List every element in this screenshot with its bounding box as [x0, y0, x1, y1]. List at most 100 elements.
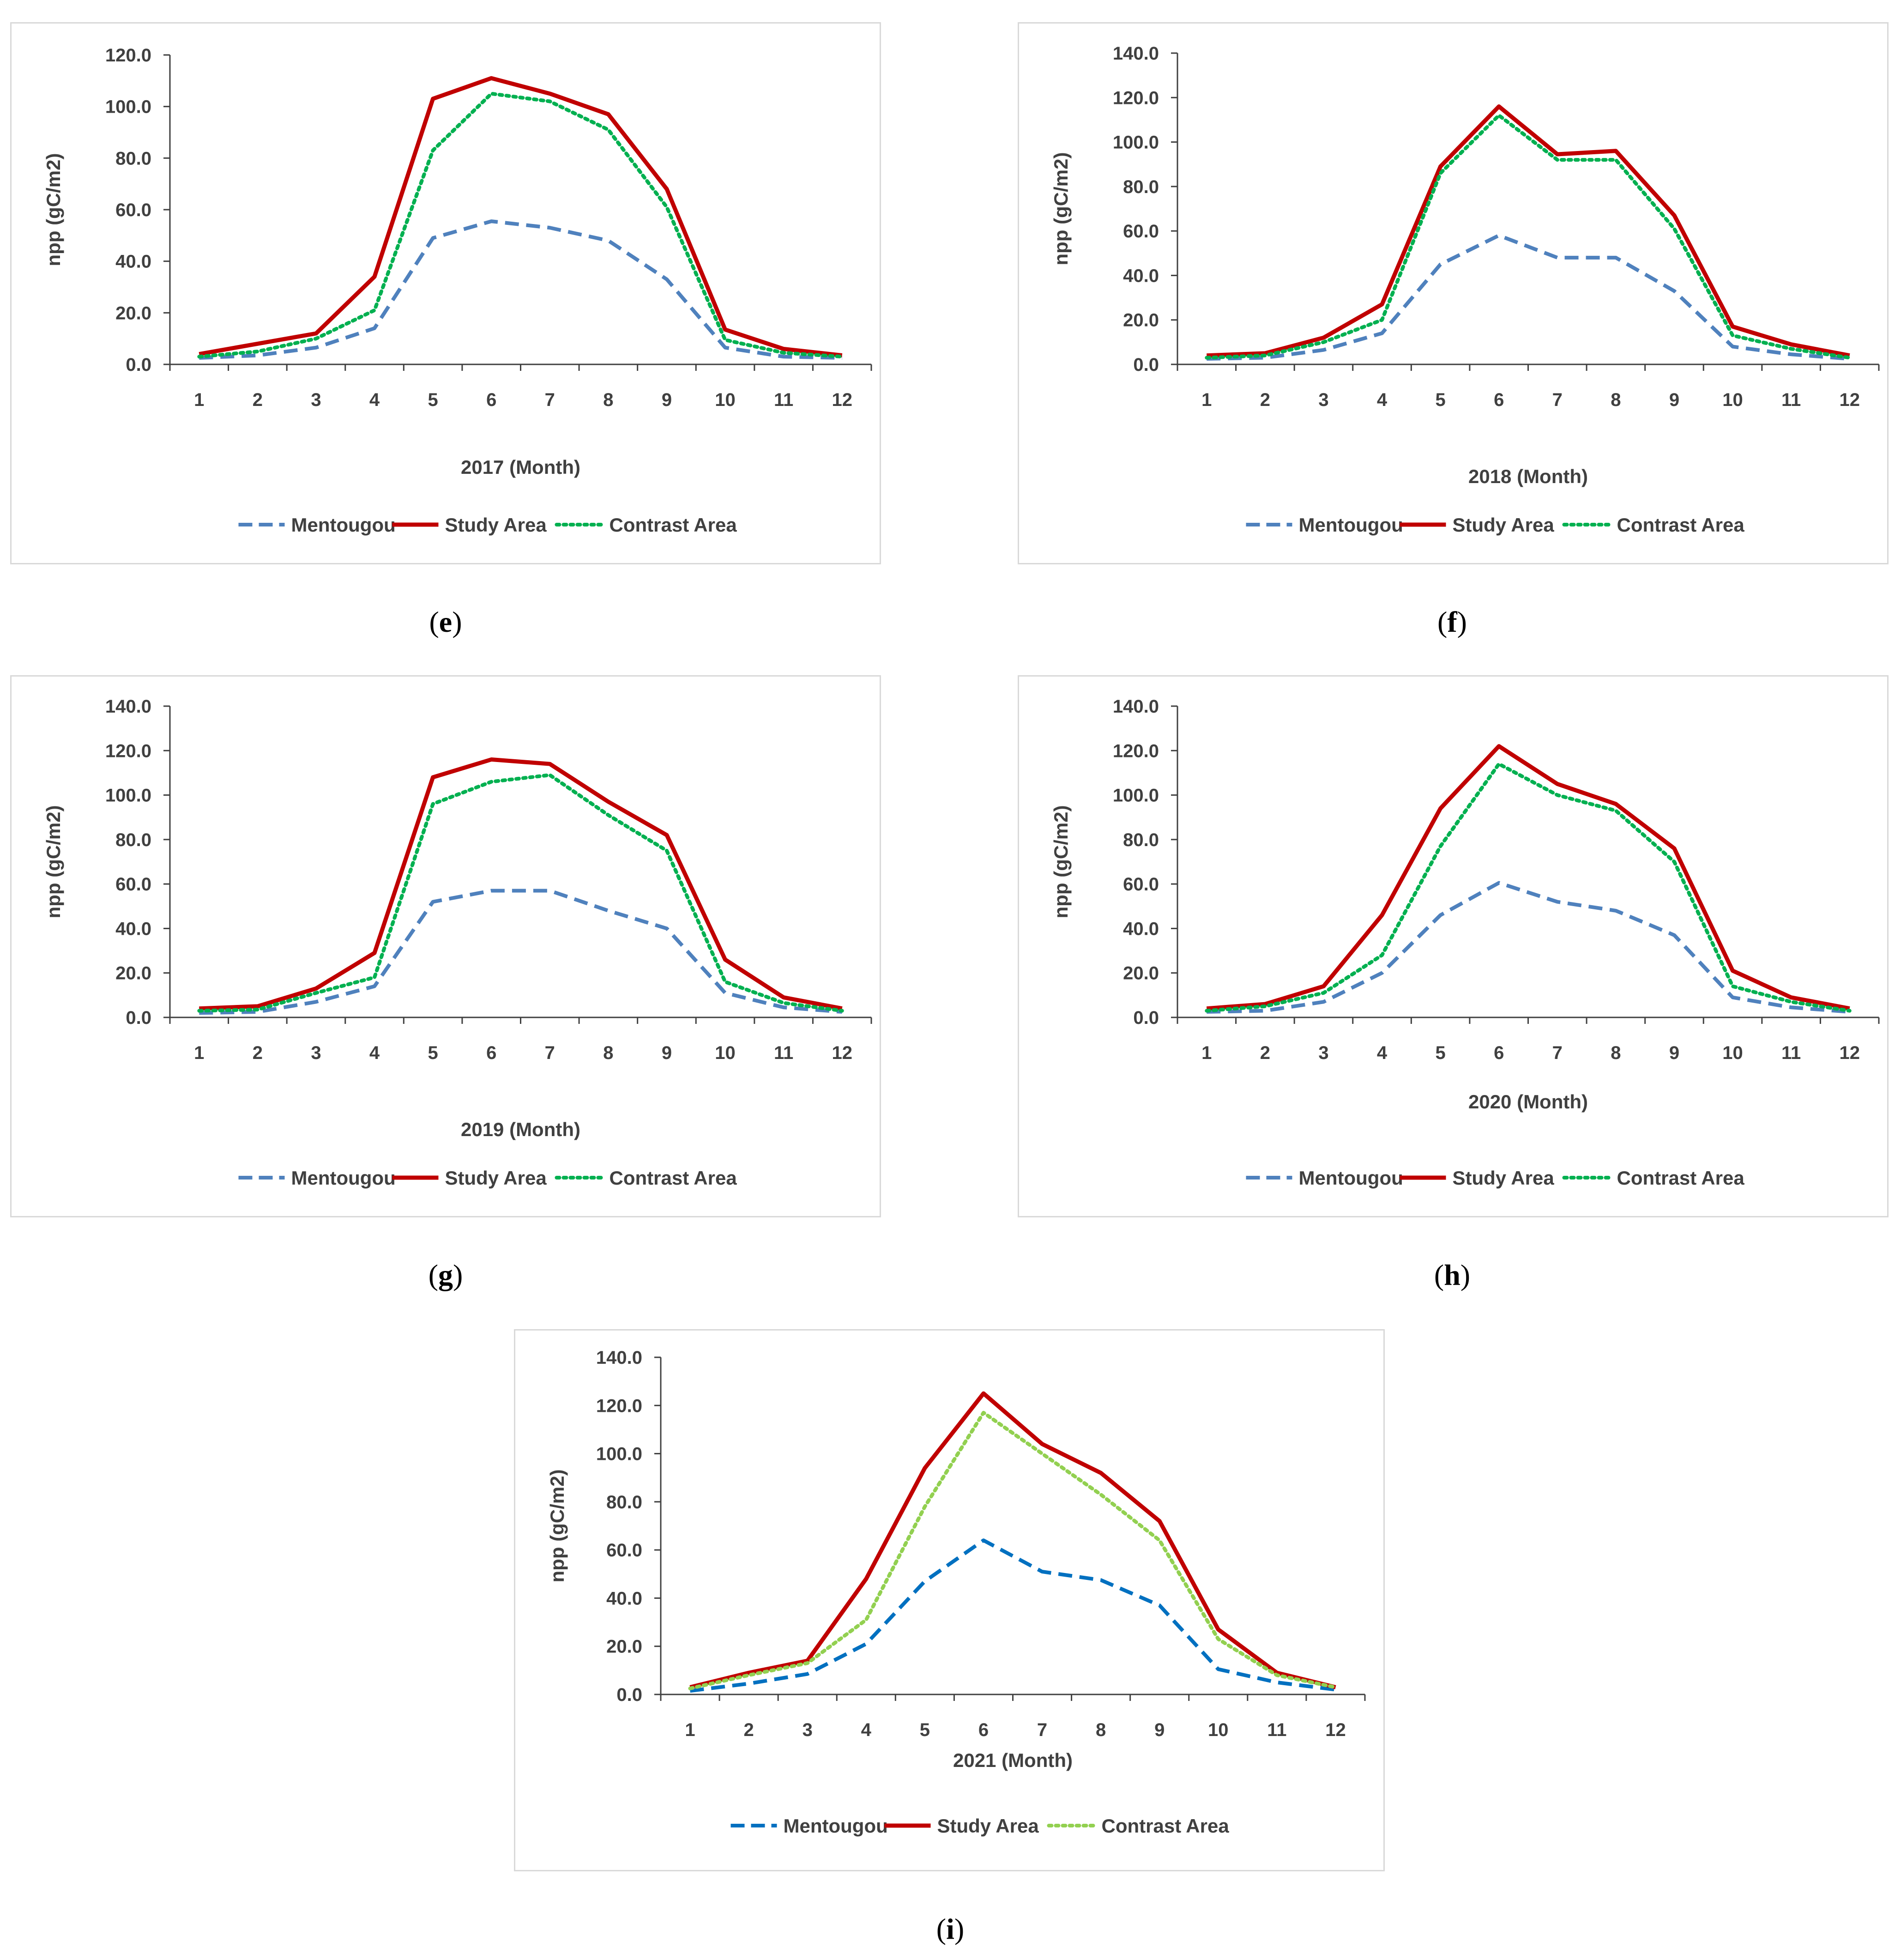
legend-label: Mentougou: [1299, 1167, 1403, 1189]
y-tick-label: 120.0: [596, 1396, 642, 1416]
x-tick-label: 9: [1669, 1043, 1679, 1063]
y-tick-label: 60.0: [115, 874, 151, 895]
x-tick-label: 8: [603, 390, 613, 410]
y-tick-label: 120.0: [105, 45, 151, 66]
y-tick-label: 140.0: [1113, 696, 1159, 717]
x-tick-label: 4: [369, 390, 380, 410]
legend-label: Study Area: [1453, 514, 1555, 536]
x-tick-label: 3: [311, 390, 321, 410]
series-line-contrast-area: [1205, 762, 1852, 1013]
series-line-contrast-area: [688, 1410, 1338, 1690]
x-tick-label: 11: [774, 390, 793, 410]
x-tick-label: 6: [1494, 1043, 1504, 1063]
series-line-mentougou: [690, 1538, 1336, 1693]
chart-panel-g: 0.0 20.0 40.0 60.0 80.0 100.0 120.0 140.0 1 2 3 4 5 6…: [10, 675, 881, 1217]
series-line-contrast-area: [1205, 113, 1852, 360]
y-tick-label: 80.0: [606, 1492, 642, 1512]
x-tick-label: 12: [832, 1043, 852, 1063]
legend-label: Mentougou: [291, 1167, 396, 1189]
y-tick-label: 0.0: [1133, 1008, 1159, 1028]
series-line-study-area: [1207, 104, 1850, 358]
legend-label: Mentougou: [1299, 514, 1403, 536]
y-tick-label: 140.0: [105, 696, 151, 717]
y-axis-title: npp (gC/m2): [42, 805, 64, 919]
x-tick-label: 9: [1154, 1720, 1165, 1740]
x-tick-label: 9: [662, 1043, 672, 1063]
y-tick-label: 100.0: [596, 1444, 642, 1464]
x-tick-label: 10: [1722, 1043, 1743, 1063]
panel-label-e: (e): [429, 605, 462, 638]
series-line-mentougou: [199, 219, 842, 360]
y-tick-label: 40.0: [606, 1588, 642, 1609]
x-axis-title: 2019 (Month): [461, 1119, 580, 1140]
y-tick-label: 120.0: [105, 741, 151, 761]
x-tick-label: 12: [1839, 1043, 1860, 1063]
y-axis-title: npp (gC/m2): [1050, 152, 1072, 266]
x-tick-label: 6: [1494, 390, 1504, 410]
series-line-study-area: [689, 1391, 1336, 1689]
x-tick-label: 3: [311, 1043, 321, 1063]
x-tick-label: 7: [1037, 1720, 1047, 1740]
series-line-mentougou: [199, 889, 843, 1015]
x-tick-label: 5: [428, 390, 438, 410]
y-tick-label: 60.0: [1123, 874, 1159, 895]
x-tick-label: 7: [545, 390, 555, 410]
y-tick-label: 100.0: [105, 97, 151, 117]
series-line-study-area: [199, 76, 843, 357]
legend-label: Study Area: [1453, 1167, 1555, 1189]
x-tick-label: 6: [978, 1720, 989, 1740]
x-tick-label: 5: [920, 1720, 930, 1740]
x-tick-label: 4: [369, 1043, 380, 1063]
x-tick-label: 5: [1436, 390, 1446, 410]
legend-label: Study Area: [445, 514, 547, 536]
x-tick-label: 12: [1325, 1720, 1346, 1740]
x-tick-label: 4: [1377, 390, 1388, 410]
x-tick-label: 7: [1552, 390, 1563, 410]
x-tick-label: 5: [428, 1043, 438, 1063]
legend-label: Contrast Area: [1102, 1815, 1230, 1837]
x-tick-label: 8: [1096, 1720, 1106, 1740]
x-tick-label: 3: [1318, 390, 1328, 410]
y-tick-label: 80.0: [115, 148, 151, 169]
x-tick-label: 9: [662, 390, 672, 410]
y-tick-label: 120.0: [1113, 741, 1159, 761]
x-tick-label: 2: [253, 390, 263, 410]
series-line-contrast-area: [197, 91, 844, 359]
x-tick-label: 2: [1260, 390, 1270, 410]
y-tick-label: 0.0: [126, 1008, 151, 1028]
legend-label: Contrast Area: [1617, 1167, 1745, 1189]
x-tick-label: 7: [1552, 1043, 1563, 1063]
x-tick-label: 9: [1669, 390, 1679, 410]
x-tick-label: 3: [803, 1720, 813, 1740]
legend-label: Contrast Area: [610, 514, 737, 536]
y-tick-label: 40.0: [1123, 919, 1159, 939]
legend-label: Study Area: [937, 1815, 1039, 1837]
chart-panel-i: 0.0 20.0 40.0 60.0 80.0 100.0 120.0 140.0 1 2 3 4 5 6…: [514, 1329, 1385, 1871]
y-tick-label: 20.0: [606, 1637, 642, 1657]
x-axis-title: 2018 (Month): [1468, 466, 1588, 487]
y-tick-label: 80.0: [1123, 830, 1159, 850]
series-line-contrast-area: [197, 773, 844, 1013]
panel-label-i: (i): [936, 1912, 965, 1945]
y-tick-label: 0.0: [1133, 355, 1159, 375]
x-tick-label: 10: [1208, 1720, 1229, 1740]
x-tick-label: 1: [1201, 390, 1212, 410]
x-tick-label: 7: [545, 1043, 555, 1063]
legend-label: Mentougou: [291, 514, 396, 536]
y-tick-label: 0.0: [126, 355, 151, 375]
x-tick-label: 2: [253, 1043, 263, 1063]
y-tick-label: 100.0: [105, 786, 151, 806]
y-tick-label: 140.0: [1113, 43, 1159, 64]
series-line-study-area: [199, 757, 843, 1011]
x-axis-title: 2017 (Month): [461, 456, 580, 478]
x-axis-title: 2021 (Month): [953, 1749, 1073, 1771]
x-tick-label: 2: [1260, 1043, 1270, 1063]
chart-panel-e: 0.0 20.0 40.0 60.0 80.0 100.0 120.0 1 2 3 4 5 6 7 8 9 10…: [10, 22, 881, 564]
y-tick-label: 0.0: [616, 1685, 642, 1705]
series-line-mentougou: [1207, 233, 1850, 361]
y-tick-label: 100.0: [1113, 786, 1159, 806]
